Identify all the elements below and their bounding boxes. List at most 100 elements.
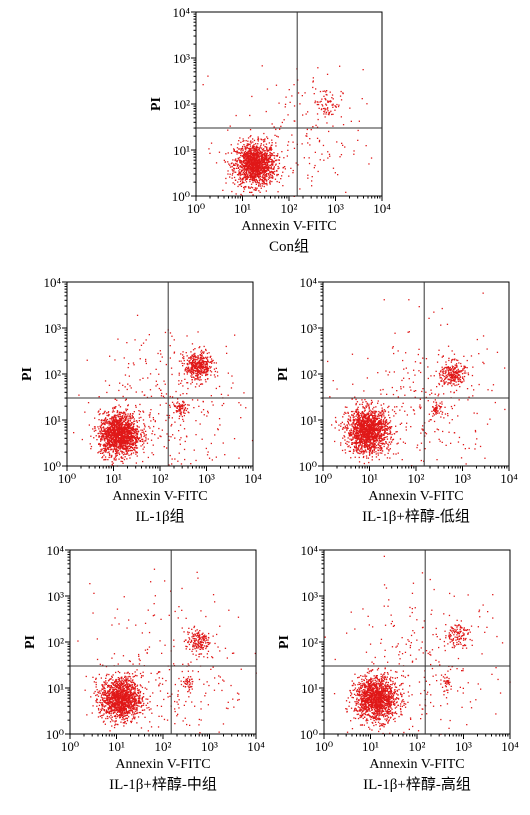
scatter-point	[175, 411, 178, 413]
scatter-point	[242, 145, 244, 148]
scatter-point	[173, 352, 175, 354]
scatter-point	[124, 429, 126, 431]
scatter-point	[129, 427, 131, 429]
scatter-point	[325, 108, 327, 110]
scatter-point	[107, 426, 109, 428]
scatter-point	[332, 103, 334, 105]
scatter-point	[259, 185, 261, 187]
scatter-point	[261, 183, 263, 185]
scatter-point	[191, 379, 193, 381]
scatter-point	[133, 446, 136, 449]
scatter-point	[375, 456, 378, 458]
scatter-point	[108, 437, 110, 439]
scatter-point	[218, 151, 221, 153]
scatter-point	[256, 163, 258, 165]
scatter-point	[374, 415, 376, 418]
scatter-point	[244, 156, 246, 159]
scatter-point	[192, 371, 194, 373]
scatter-point	[338, 429, 340, 431]
scatter-point	[370, 421, 372, 423]
scatter-point	[202, 367, 205, 369]
scatter-point	[138, 420, 140, 422]
scatter-point	[250, 172, 252, 174]
scatter-point	[143, 423, 145, 425]
scatter-point	[135, 406, 137, 408]
scatter-point	[108, 428, 110, 430]
scatter-point	[329, 91, 331, 93]
scatter-point	[123, 420, 125, 422]
scatter-point	[130, 423, 133, 426]
scatter-point	[261, 167, 263, 169]
scatter-point	[260, 150, 262, 152]
scatter-point	[120, 426, 123, 429]
scatter-point	[252, 167, 254, 169]
scatter-point	[258, 172, 260, 174]
scatter-point	[144, 394, 146, 396]
scatter-point	[252, 148, 254, 150]
scatter-point	[138, 426, 140, 428]
scatter-point	[243, 166, 246, 168]
scatter-point	[267, 168, 270, 170]
scatter-point	[103, 444, 105, 446]
scatter-point	[358, 120, 360, 122]
scatter-point	[105, 442, 107, 444]
scatter-point	[227, 173, 229, 175]
scatter-point	[267, 158, 269, 160]
scatter-point	[145, 360, 147, 362]
scatter-point	[229, 164, 231, 166]
scatter-point	[124, 448, 126, 451]
scatter-point	[371, 459, 373, 461]
scatter-point	[132, 443, 134, 445]
scatter-point	[136, 428, 138, 431]
scatter-point	[111, 438, 113, 440]
scatter-point	[240, 183, 242, 185]
scatter-point	[254, 160, 256, 162]
scatter-point	[122, 426, 124, 428]
scatter-point	[98, 428, 100, 430]
scatter-point	[257, 158, 259, 160]
scatter-point	[250, 191, 252, 194]
scatter-point	[252, 170, 254, 172]
scatter-point	[384, 416, 386, 419]
scatter-point	[246, 174, 249, 176]
scatter-point	[94, 427, 96, 430]
scatter-point	[362, 456, 365, 459]
scatter-point	[112, 437, 114, 439]
scatter-point	[110, 425, 112, 427]
scatter-point	[120, 442, 122, 444]
scatter-point	[195, 434, 197, 436]
scatter-point	[246, 157, 248, 159]
scatter-point	[291, 134, 293, 136]
scatter-point	[245, 164, 247, 166]
scatter-point	[194, 367, 197, 369]
scatter-point	[215, 162, 218, 164]
scatter-point	[279, 156, 281, 158]
scatter-point	[237, 167, 239, 169]
scatter-point	[356, 439, 358, 441]
scatter-point	[314, 100, 316, 102]
scatter-point	[113, 422, 115, 424]
scatter-point	[129, 416, 132, 418]
scatter-point	[371, 417, 374, 419]
scatter-point	[261, 170, 263, 173]
scatter-point	[253, 160, 255, 162]
scatter-point	[367, 438, 370, 440]
scatter-point	[191, 362, 193, 364]
scatter-point	[169, 406, 171, 408]
scatter-point	[114, 429, 116, 431]
scatter-point	[200, 357, 202, 360]
scatter-point	[322, 144, 325, 147]
scatter-point	[235, 158, 237, 160]
scatter-point	[275, 145, 277, 147]
scatter-point	[117, 452, 119, 454]
scatter-point	[107, 441, 109, 443]
scatter-point	[182, 357, 184, 359]
scatter-point	[264, 157, 267, 159]
scatter-point	[120, 443, 122, 445]
scatter-point	[180, 411, 182, 413]
scatter-point	[267, 137, 269, 140]
scatter-point	[254, 170, 256, 172]
scatter-point	[117, 416, 119, 418]
scatter-point	[359, 442, 361, 444]
scatter-point	[135, 430, 137, 432]
